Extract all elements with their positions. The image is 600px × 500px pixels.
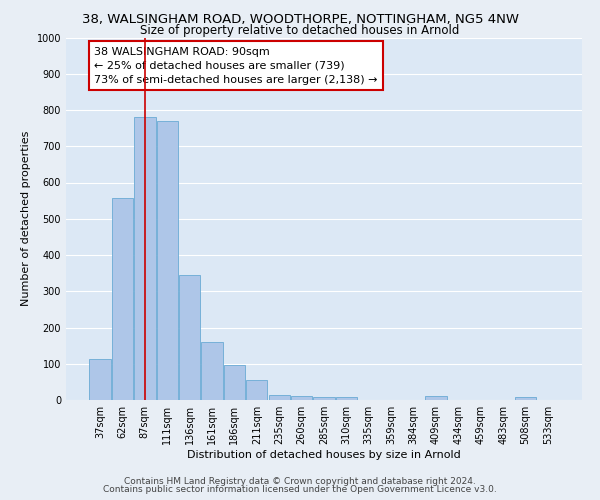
Bar <box>134 117 155 400</box>
Text: Contains HM Land Registry data © Crown copyright and database right 2024.: Contains HM Land Registry data © Crown c… <box>124 477 476 486</box>
Bar <box>246 380 268 400</box>
Bar <box>291 396 312 400</box>
Bar <box>313 397 335 400</box>
Bar <box>224 365 245 400</box>
Text: 38, WALSINGHAM ROAD, WOODTHORPE, NOTTINGHAM, NG5 4NW: 38, WALSINGHAM ROAD, WOODTHORPE, NOTTING… <box>82 12 518 26</box>
Bar <box>336 398 357 400</box>
Text: Size of property relative to detached houses in Arnold: Size of property relative to detached ho… <box>140 24 460 37</box>
X-axis label: Distribution of detached houses by size in Arnold: Distribution of detached houses by size … <box>187 450 461 460</box>
Bar <box>425 396 446 400</box>
Bar <box>515 397 536 400</box>
Text: 38 WALSINGHAM ROAD: 90sqm
← 25% of detached houses are smaller (739)
73% of semi: 38 WALSINGHAM ROAD: 90sqm ← 25% of detac… <box>94 46 378 84</box>
Bar <box>157 121 178 400</box>
Bar <box>269 394 290 400</box>
Text: Contains public sector information licensed under the Open Government Licence v3: Contains public sector information licen… <box>103 485 497 494</box>
Bar <box>112 198 133 400</box>
Bar <box>202 342 223 400</box>
Y-axis label: Number of detached properties: Number of detached properties <box>21 131 31 306</box>
Bar <box>89 360 111 400</box>
Bar <box>179 275 200 400</box>
